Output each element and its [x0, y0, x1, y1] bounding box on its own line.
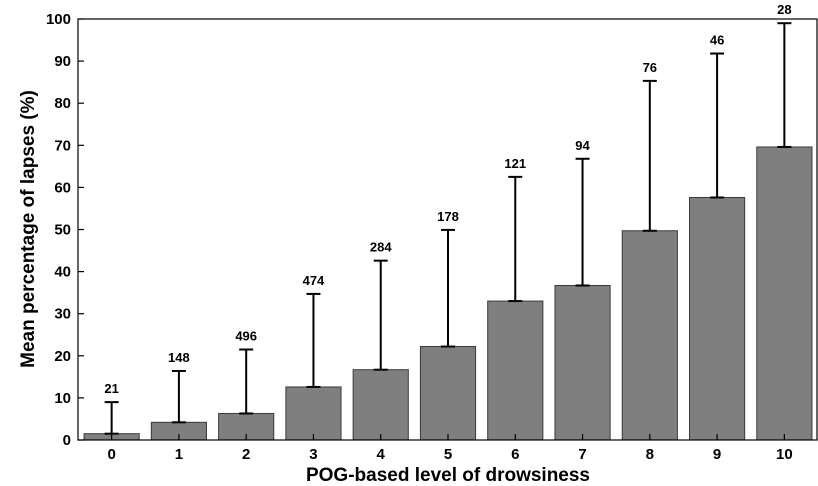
- y-tick-label-100: 100: [46, 11, 71, 28]
- y-tick-label-10: 10: [54, 390, 71, 407]
- x-axis-title: POG-based level of drowsiness: [306, 465, 590, 486]
- bar-8: [621, 230, 678, 441]
- count-label-0: 21: [104, 381, 118, 396]
- y-axis-title: Mean percentage of lapses (%): [18, 90, 39, 368]
- count-label-9: 46: [710, 33, 724, 48]
- x-tick-label-3: 3: [309, 446, 317, 463]
- x-tick-label-5: 5: [444, 446, 452, 463]
- count-label-6: 121: [504, 156, 526, 171]
- bar-6: [487, 300, 544, 441]
- y-tick-label-60: 60: [54, 179, 71, 196]
- x-tick-label-0: 0: [107, 446, 115, 463]
- bar-5: [419, 346, 477, 441]
- bar-10: [756, 146, 813, 441]
- x-tick-label-8: 8: [646, 446, 654, 463]
- y-tick-label-0: 0: [63, 432, 71, 449]
- x-tick-label-1: 1: [175, 446, 183, 463]
- x-tick-label-2: 2: [242, 446, 250, 463]
- x-tick-label-7: 7: [578, 446, 586, 463]
- x-tick-label-9: 9: [713, 446, 721, 463]
- x-tick-label-4: 4: [377, 446, 386, 463]
- x-tick-label-6: 6: [511, 446, 519, 463]
- x-tick-label-10: 10: [776, 446, 793, 463]
- count-label-3: 474: [303, 273, 325, 288]
- y-tick-label-50: 50: [54, 222, 71, 239]
- y-tick-label-70: 70: [54, 137, 71, 154]
- bar-9: [689, 197, 746, 441]
- bar-3: [285, 386, 342, 441]
- error-bars-layer: [104, 22, 792, 435]
- y-tick-label-20: 20: [54, 348, 71, 365]
- y-tick-label-80: 80: [54, 95, 71, 112]
- count-label-7: 94: [575, 138, 590, 153]
- bar-4: [352, 369, 409, 441]
- bar-7: [554, 284, 611, 441]
- y-tick-label-90: 90: [54, 53, 71, 70]
- count-label-8: 76: [643, 60, 657, 75]
- x-axis: 0 1 2 3 4 5 6 7 8 9 10: [107, 434, 793, 463]
- count-label-10: 28: [777, 2, 791, 17]
- count-label-1: 148: [168, 350, 190, 365]
- count-label-2: 496: [235, 328, 257, 343]
- y-tick-label-40: 40: [54, 264, 71, 281]
- count-label-4: 284: [370, 240, 392, 255]
- bars-layer: [83, 146, 813, 441]
- y-tick-label-30: 30: [54, 306, 71, 323]
- count-label-5: 178: [437, 209, 459, 224]
- count-labels-layer: 21 148 496 474 284 178 121 94 76 46 28: [104, 2, 791, 396]
